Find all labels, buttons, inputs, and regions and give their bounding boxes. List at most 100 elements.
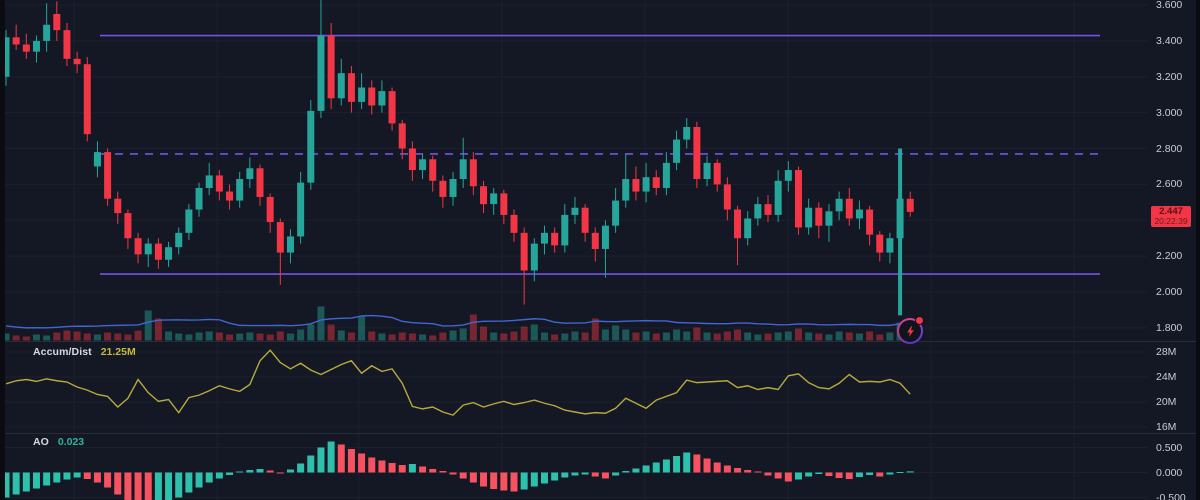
volume-bar: [490, 332, 498, 341]
candle-body: [154, 243, 162, 260]
ao-bar: [876, 472, 884, 477]
ao-bar: [805, 472, 813, 477]
ao-bar: [317, 447, 325, 473]
ao-bar: [104, 472, 112, 488]
volume-bar: [144, 310, 152, 341]
ao-bar: [429, 469, 437, 473]
volume-bar: [165, 331, 173, 341]
candle-body: [876, 234, 884, 253]
accum-dist-header: Accum/Dist 21.25M: [33, 346, 136, 358]
ao-bar: [754, 471, 762, 473]
candle-body: [551, 232, 559, 246]
candle-body: [104, 152, 112, 199]
last-price-label: 2.447 20:22:39: [1151, 206, 1191, 227]
ao-bar: [286, 469, 294, 473]
ao-bar: [571, 472, 579, 476]
volume-bar: [134, 330, 142, 341]
volume-bar: [256, 333, 264, 341]
ao-bar: [266, 470, 274, 473]
candle-body: [215, 175, 223, 192]
volume-bar: [246, 332, 254, 341]
candle-body: [734, 209, 742, 239]
candle-body: [845, 198, 853, 219]
volume-bar: [368, 331, 376, 341]
candle-body: [408, 148, 416, 171]
volume-bar: [794, 328, 802, 341]
ao-bar: [683, 452, 691, 473]
volume-bar: [815, 333, 823, 341]
volume-bar: [540, 332, 548, 341]
ao-bar: [205, 472, 213, 483]
candle-body: [490, 193, 498, 205]
left-edge: [0, 0, 5, 500]
ao-bar: [175, 472, 183, 498]
candle-body: [906, 198, 914, 212]
event-marker[interactable]: [897, 316, 924, 344]
volume-bar: [73, 331, 81, 341]
volume-bar: [317, 306, 325, 341]
volume-bar: [104, 332, 112, 341]
ao-bar: [591, 472, 599, 477]
ao-bar: [388, 463, 396, 473]
ao-bar: [520, 472, 528, 490]
volume-ma-line: [5, 314, 911, 329]
candle-body: [297, 182, 305, 237]
candle-body: [32, 40, 40, 52]
candle-body: [500, 193, 508, 215]
lightning-bolt-icon: [899, 320, 921, 342]
candle-body: [591, 232, 599, 249]
candle-body: [825, 211, 833, 226]
candle-body: [175, 232, 183, 248]
volume-bar: [520, 326, 528, 341]
ao-bar: [764, 472, 772, 476]
candle-body: [449, 179, 457, 197]
ao-bar: [215, 472, 223, 479]
volume-bar: [612, 325, 620, 341]
candle-body: [307, 110, 315, 183]
volume-bar: [175, 333, 183, 341]
candle-body: [744, 218, 752, 239]
volume-bar: [266, 334, 274, 341]
ao-bar: [358, 453, 366, 473]
candle-body: [134, 238, 142, 255]
volume-bar: [297, 329, 305, 341]
candle-body: [195, 187, 203, 210]
candle-body: [93, 152, 101, 167]
ao-bar: [510, 472, 518, 492]
ao-bar: [622, 471, 630, 473]
candle-body: [43, 24, 51, 41]
candle-body: [266, 196, 274, 223]
ao-bar: [855, 472, 863, 477]
ao-bar: [561, 472, 569, 478]
ao-bar: [866, 472, 874, 475]
accum-dist-label: Accum/Dist: [33, 346, 92, 358]
candle-body: [815, 207, 823, 226]
volume-bar: [286, 333, 294, 341]
ao-bar: [185, 472, 193, 493]
ao-bar: [744, 470, 752, 473]
ao-bar: [723, 465, 731, 473]
ao-value: 0.023: [57, 436, 85, 448]
last-price-value: 2.447: [1159, 206, 1183, 217]
candle-body: [124, 213, 132, 239]
ao-bar: [835, 472, 843, 478]
volume-bar: [500, 333, 508, 341]
candle-body: [388, 91, 396, 124]
volume-bar: [713, 333, 721, 341]
ao-bar: [581, 472, 589, 475]
candle-body: [429, 159, 437, 181]
ao-bar: [32, 472, 40, 489]
ao-bar: [93, 472, 101, 483]
ao-bar: [63, 472, 71, 480]
candle-body: [855, 209, 863, 219]
candle-body: [683, 127, 691, 140]
ao-label: AO: [33, 436, 49, 448]
volume-bar: [205, 331, 213, 341]
candle-body: [236, 179, 244, 201]
ao-bar: [845, 472, 853, 479]
volume-bar: [459, 328, 467, 341]
ao-bar: [408, 464, 416, 473]
volume-bar: [886, 332, 894, 341]
candle-body: [286, 236, 294, 253]
